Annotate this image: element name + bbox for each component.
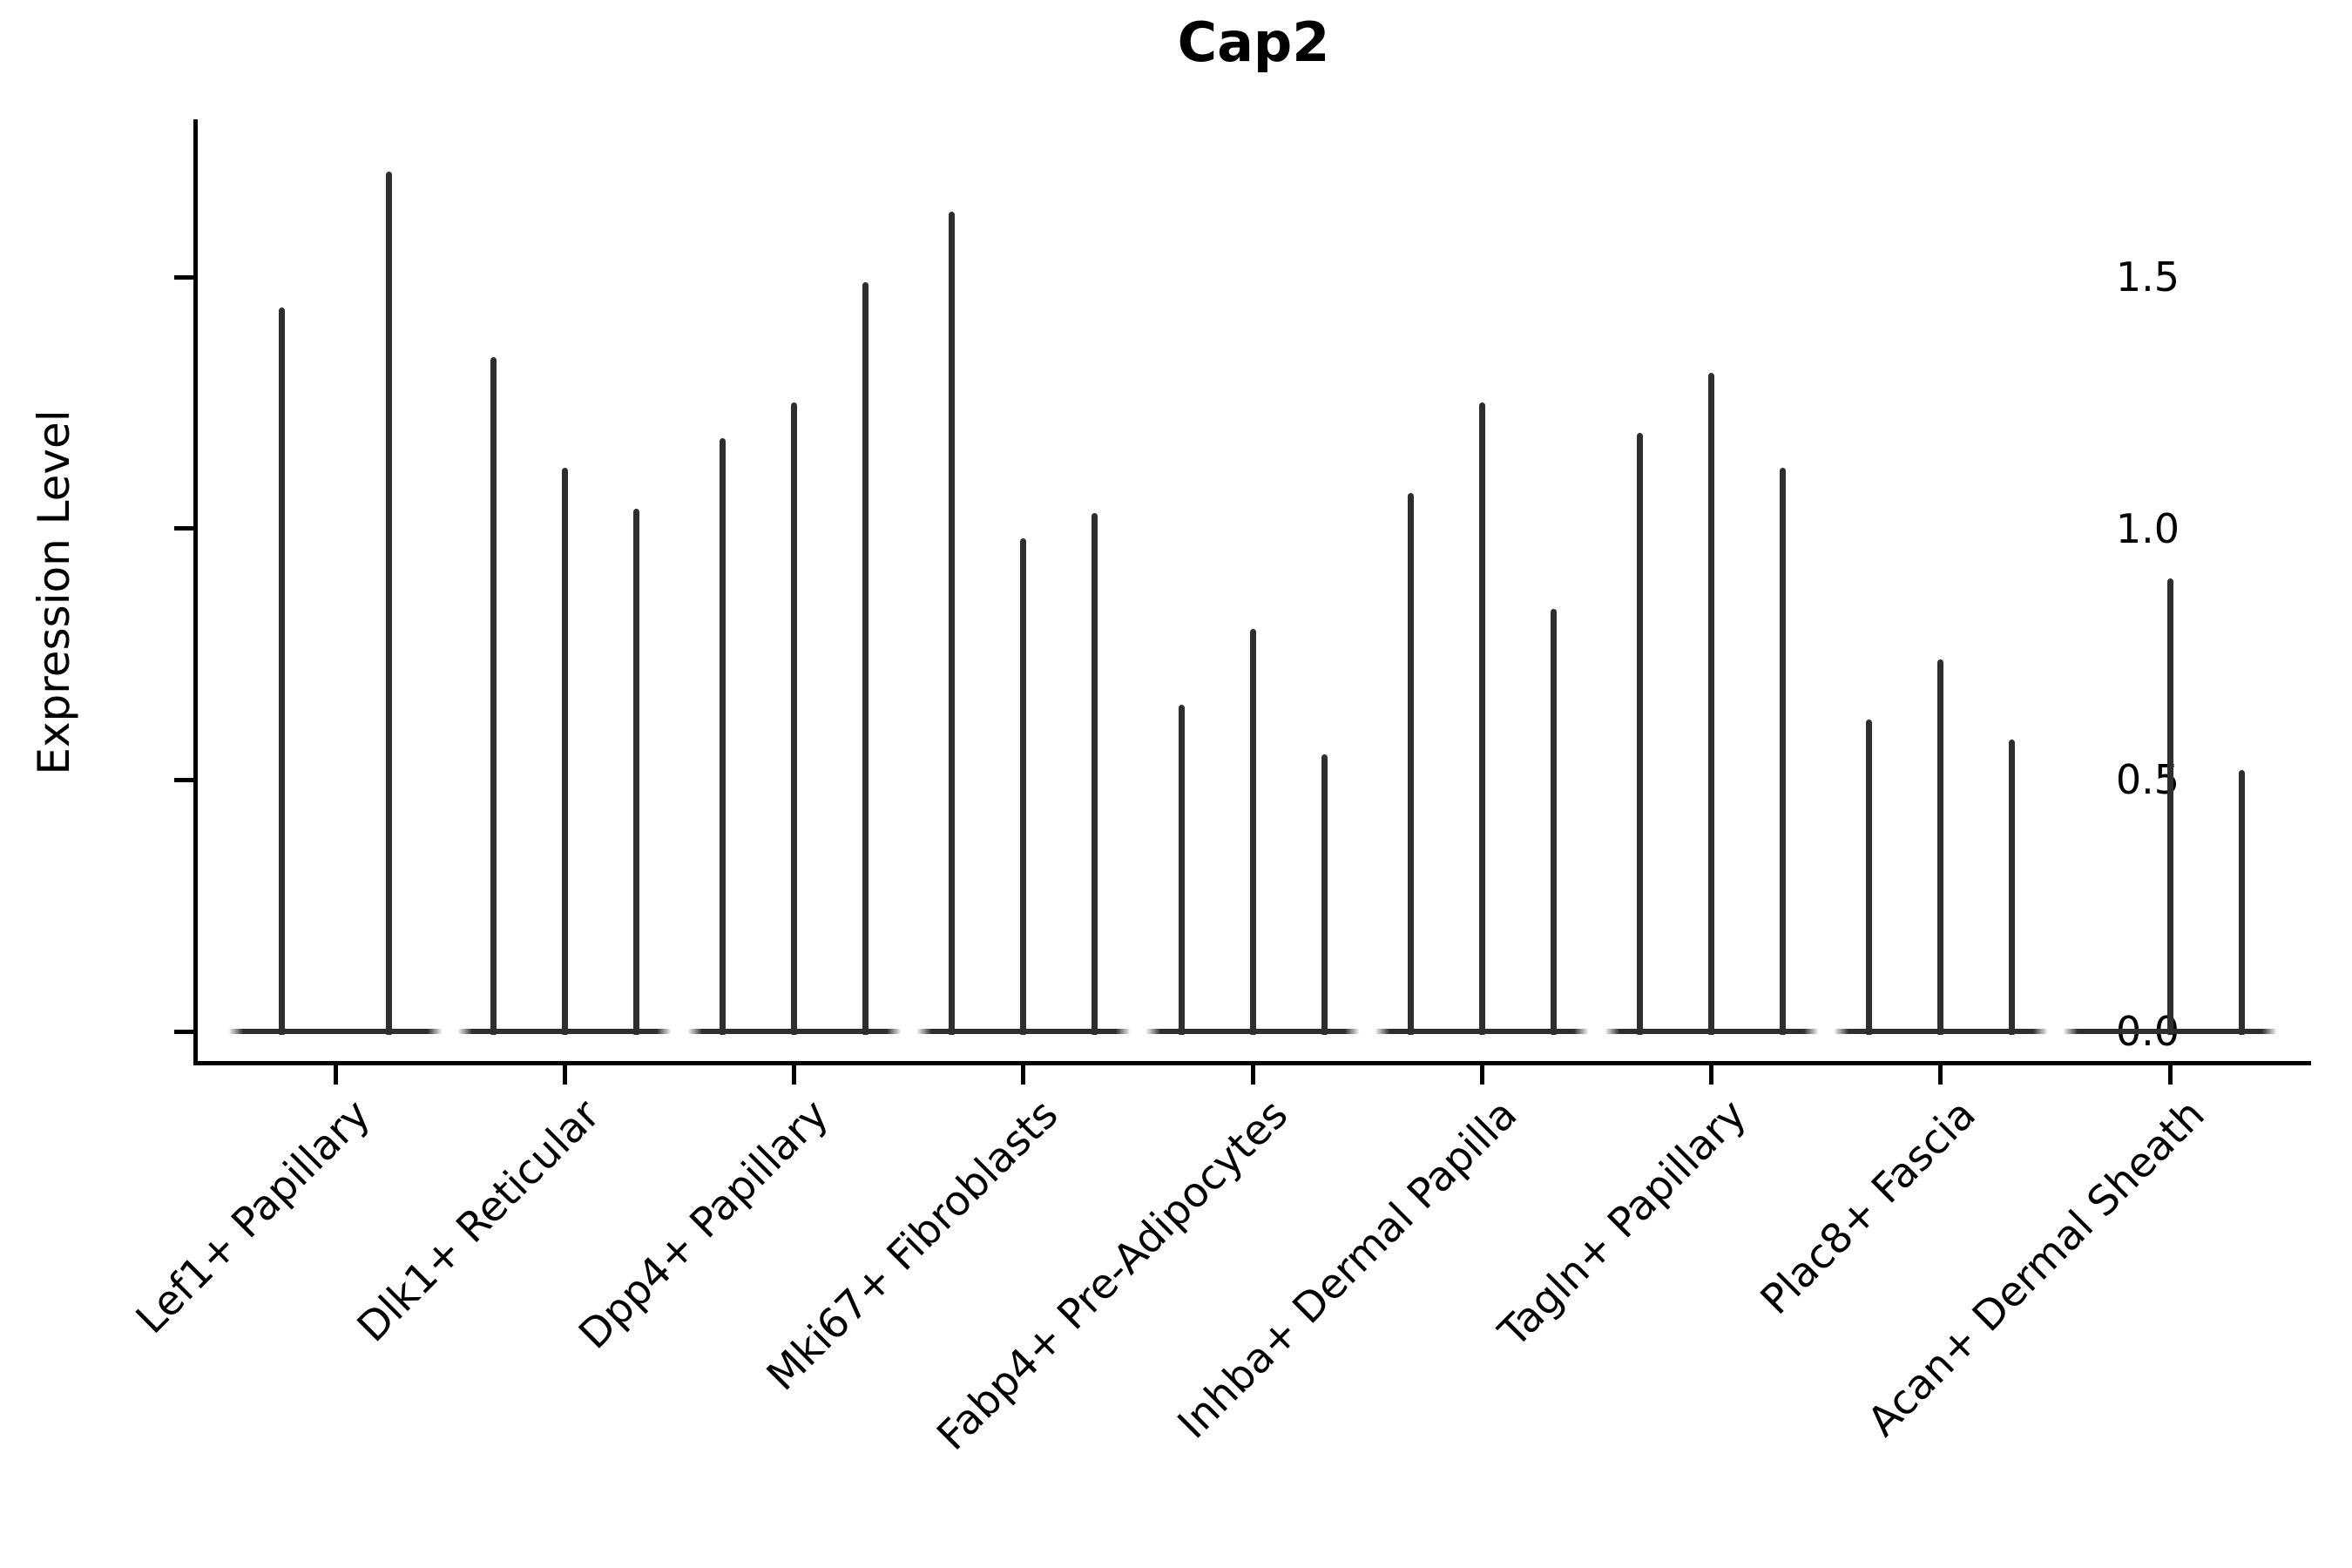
x-tick-label: Plac8+ Fascia: [1751, 1090, 1985, 1324]
violin-spike: [949, 212, 956, 1035]
violin-spike: [2166, 578, 2173, 1035]
violin-spike: [1637, 433, 1643, 1035]
x-tick-label: Tagln+ Papillary: [1489, 1090, 1756, 1357]
y-axis-spine: [193, 119, 198, 1065]
x-tick-mark: [792, 1065, 796, 1085]
x-tick-label: Dpp4+ Papillary: [570, 1090, 839, 1359]
y-tick-mark: [174, 1029, 193, 1034]
x-tick-mark: [1250, 1065, 1255, 1085]
violin-spike: [632, 508, 639, 1035]
x-tick-label: Lef1+ Papillary: [126, 1090, 380, 1343]
x-tick-mark: [1479, 1065, 1484, 1085]
violin-spike: [1249, 629, 1256, 1035]
violin-spike: [1708, 372, 1714, 1035]
y-tick-mark: [174, 274, 193, 280]
y-tick-label: 1.0: [2115, 504, 2180, 552]
violin-spike: [490, 357, 497, 1035]
violin-spike: [1020, 538, 1027, 1035]
y-tick-label: 1.5: [2115, 253, 2180, 301]
x-tick-mark: [1021, 1065, 1026, 1085]
violin-spike: [386, 171, 392, 1035]
violin-spike: [1780, 468, 1786, 1035]
violin-spike: [1478, 402, 1485, 1035]
violin-spike: [279, 307, 285, 1035]
violin-spike: [1092, 513, 1098, 1035]
violin-base: [228, 1029, 443, 1034]
violin-spike: [1407, 493, 1414, 1035]
violin-spike: [1550, 609, 1557, 1035]
violin-spike: [1178, 704, 1185, 1035]
violin-spike: [561, 468, 568, 1035]
violin-spike: [862, 281, 868, 1035]
plot-title: Cap2: [1177, 10, 1330, 74]
x-tick-mark: [2167, 1065, 2173, 1085]
x-axis-spine: [193, 1061, 2311, 1065]
violin-spike: [791, 402, 797, 1035]
violin-spike: [2009, 740, 2016, 1035]
x-tick-label: Dlk1+ Reticular: [348, 1090, 610, 1352]
x-tick-mark: [1938, 1065, 1943, 1085]
violin-spike: [1321, 754, 1328, 1035]
x-tick-mark: [1709, 1065, 1713, 1085]
x-tick-mark: [562, 1065, 567, 1085]
violin-spike: [720, 437, 726, 1035]
y-axis-label: Expression Level: [29, 409, 79, 775]
x-tick-mark: [333, 1065, 338, 1085]
y-tick-label: 0.5: [2115, 756, 2180, 804]
y-tick-mark: [174, 526, 193, 531]
violin-spike: [1937, 659, 1944, 1035]
violin-spike: [2238, 769, 2245, 1035]
violin-spike: [1866, 720, 1873, 1035]
y-tick-mark: [174, 777, 193, 782]
